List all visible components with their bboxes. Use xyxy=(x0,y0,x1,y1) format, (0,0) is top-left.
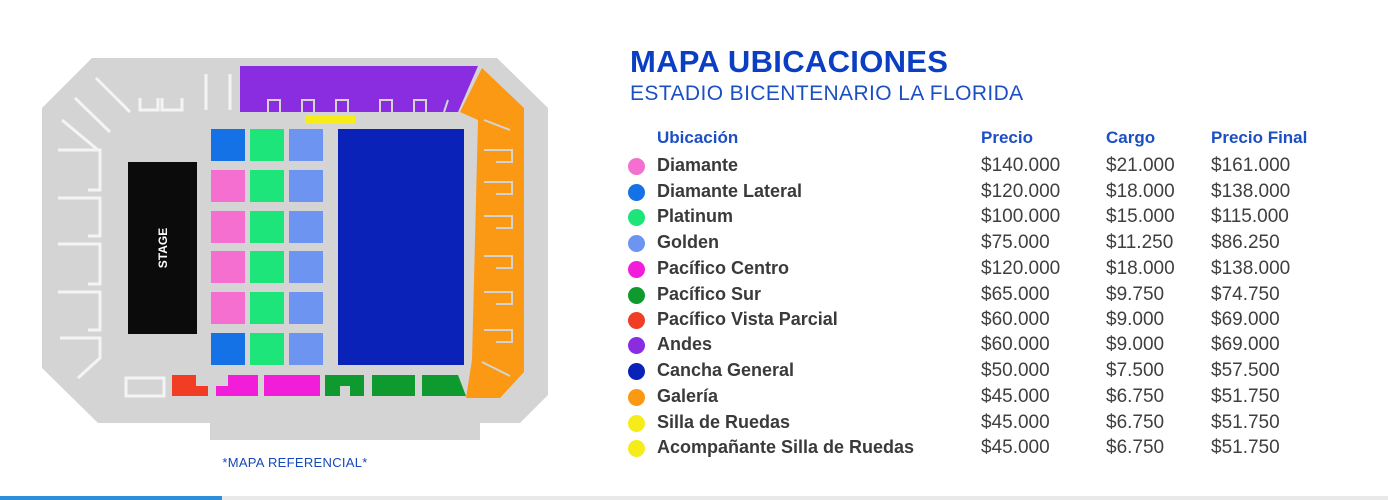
row-price: $45.000 xyxy=(981,386,1050,407)
table-row: Pacífico Vista Parcial $60.000 $9.000 $6… xyxy=(628,309,1368,333)
stadium-map: STAGE xyxy=(0,0,600,500)
column-header-ubicacion: Ubicación xyxy=(657,128,739,147)
row-price: $60.000 xyxy=(981,334,1050,355)
row-location: Diamante xyxy=(657,155,739,175)
table-row: Galería $45.000 $6.750 $51.750 xyxy=(628,386,1368,410)
table-row: Cancha General $50.000 $7.500 $57.500 xyxy=(628,360,1368,384)
table-row: Diamante $140.000 $21.000 $161.000 xyxy=(628,155,1368,179)
row-price: $50.000 xyxy=(981,360,1050,381)
row-fee: $21.000 xyxy=(1106,155,1175,176)
row-final-price: $51.750 xyxy=(1211,386,1280,407)
zone-cancha-general xyxy=(338,129,464,365)
row-fee: $9.750 xyxy=(1106,284,1165,305)
row-final-price: $74.750 xyxy=(1211,284,1280,305)
color-dot xyxy=(628,337,645,354)
left-stand xyxy=(58,74,232,398)
row-fee: $18.000 xyxy=(1106,258,1175,279)
color-dot xyxy=(628,261,645,278)
row-location: Cancha General xyxy=(657,360,795,380)
table-row: Platinum $100.000 $15.000 $115.000 xyxy=(628,206,1368,230)
row-final-price: $138.000 xyxy=(1211,258,1291,279)
table-row: Acompañante Silla de Ruedas $45.000 $6.7… xyxy=(628,437,1368,461)
zone-pacifico-centro xyxy=(216,375,320,396)
row-price: $65.000 xyxy=(981,284,1050,305)
row-price: $100.000 xyxy=(981,206,1061,227)
row-location: Pacífico Centro xyxy=(657,258,790,278)
row-final-price: $86.250 xyxy=(1211,232,1280,253)
row-final-price: $57.500 xyxy=(1211,360,1280,381)
table-row: Golden $75.000 $11.250 $86.250 xyxy=(628,232,1368,256)
row-price: $120.000 xyxy=(981,258,1061,279)
zone-andes xyxy=(240,66,478,112)
row-final-price: $51.750 xyxy=(1211,437,1280,458)
column-header-cargo: Cargo xyxy=(1106,128,1156,147)
row-fee: $11.250 xyxy=(1106,232,1174,253)
color-dot xyxy=(628,363,645,380)
row-location: Pacífico Vista Parcial xyxy=(657,309,838,329)
bottom-divider-accent xyxy=(0,496,222,500)
row-final-price: $115.000 xyxy=(1211,206,1289,227)
row-price: $120.000 xyxy=(981,181,1061,202)
row-location: Galería xyxy=(657,386,719,406)
row-price: $45.000 xyxy=(981,412,1050,433)
zone-golden-column xyxy=(289,129,323,365)
column-header-precio: Precio xyxy=(981,128,1033,147)
table-row: Diamante Lateral $120.000 $18.000 $138.0… xyxy=(628,181,1368,205)
row-location: Golden xyxy=(657,232,719,252)
page-title: MAPA UBICACIONES xyxy=(630,44,949,79)
row-fee: $6.750 xyxy=(1106,412,1165,433)
color-dot xyxy=(628,312,645,329)
row-location: Silla de Ruedas xyxy=(657,412,791,432)
row-fee: $18.000 xyxy=(1106,181,1175,202)
row-price: $45.000 xyxy=(981,437,1050,458)
row-location: Pacífico Sur xyxy=(657,284,762,304)
row-location: Andes xyxy=(657,334,713,354)
row-location: Platinum xyxy=(657,206,734,226)
stadium-map-svg: STAGE xyxy=(42,58,548,440)
row-location: Acompañante Silla de Ruedas xyxy=(657,437,915,457)
row-fee: $7.500 xyxy=(1106,360,1165,381)
row-final-price: $138.000 xyxy=(1211,181,1291,202)
row-fee: $9.000 xyxy=(1106,334,1165,355)
color-dot xyxy=(628,287,645,304)
venue-subtitle: ESTADIO BICENTENARIO LA FLORIDA xyxy=(630,82,1024,105)
row-price: $60.000 xyxy=(981,309,1050,330)
row-price: $75.000 xyxy=(981,232,1050,253)
row-fee: $15.000 xyxy=(1106,206,1175,227)
zone-pacifico-sur xyxy=(325,375,466,396)
table-row: Silla de Ruedas $45.000 $6.750 $51.750 xyxy=(628,412,1368,436)
row-fee: $9.000 xyxy=(1106,309,1165,330)
color-dot xyxy=(628,209,645,226)
column-header-precio-final: Precio Final xyxy=(1211,128,1308,147)
color-dot xyxy=(628,158,645,175)
zone-platinum-column xyxy=(250,129,284,365)
table-row: Pacífico Centro $120.000 $18.000 $138.00… xyxy=(628,258,1368,282)
color-dot xyxy=(628,184,645,201)
zone-diamante-column xyxy=(211,129,245,365)
table-row: Pacífico Sur $65.000 $9.750 $74.750 xyxy=(628,284,1368,308)
row-final-price: $161.000 xyxy=(1211,155,1291,176)
row-final-price: $69.000 xyxy=(1211,334,1280,355)
row-final-price: $69.000 xyxy=(1211,309,1280,330)
row-location: Diamante Lateral xyxy=(657,181,803,201)
table-row: Andes $60.000 $9.000 $69.000 xyxy=(628,334,1368,358)
row-fee: $6.750 xyxy=(1106,437,1165,458)
color-dot xyxy=(628,389,645,406)
row-fee: $6.750 xyxy=(1106,386,1165,407)
color-dot xyxy=(628,440,645,457)
bottom-divider xyxy=(0,496,1388,500)
stage-label: STAGE xyxy=(156,228,170,268)
row-final-price: $51.750 xyxy=(1211,412,1280,433)
color-dot xyxy=(628,235,645,252)
stage-block xyxy=(128,162,197,334)
zone-pacifico-vista-parcial xyxy=(172,375,208,396)
map-referential-note: *MAPA REFERENCIAL* xyxy=(222,455,368,470)
row-price: $140.000 xyxy=(981,155,1061,176)
color-dot xyxy=(628,415,645,432)
zone-silla-ruedas xyxy=(305,115,355,124)
